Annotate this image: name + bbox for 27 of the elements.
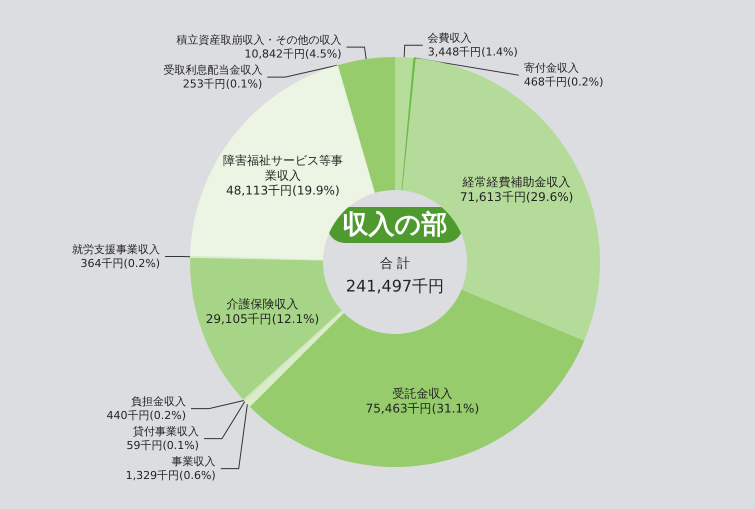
slice-label: 経常経費補助金収入	[462, 175, 571, 190]
data-label: 1,329千円(0.6%)	[126, 469, 216, 482]
slice-label: 事業収入	[172, 455, 216, 468]
slice-label: 会費収入	[428, 32, 472, 45]
slice-label: 就労支援事業収入	[72, 242, 160, 256]
slice-label: 貸付事業収入	[132, 425, 199, 438]
data-label: 48,113千円(19.9%)	[226, 184, 340, 198]
slice-label: 寄付金収入	[524, 62, 579, 75]
data-label: 75,463千円(31.1%)	[366, 401, 480, 416]
data-label: 364千円(0.2%)	[80, 256, 160, 270]
text: 241,497千円	[346, 276, 444, 296]
slice-label: 介護保険収入	[226, 297, 298, 312]
data-label: 71,613千円(29.6%)	[460, 190, 574, 204]
data-label: 10,842千円(4.5%)	[244, 48, 342, 61]
data-label: 468千円(0.2%)	[524, 76, 604, 89]
slice-label: 受託金収入	[392, 386, 452, 400]
slice-label: 負担金収入	[131, 395, 186, 408]
slice-label: 積立資産取崩収入・その他の収入	[176, 34, 342, 47]
data-label: 440千円(0.2%)	[106, 409, 186, 422]
text: 合 計	[380, 256, 410, 272]
slice-label: 障害福祉サービス等事業収入	[222, 154, 343, 183]
text: 収入の部	[342, 210, 448, 240]
slice-label: 受取利息配当金収入	[163, 64, 262, 77]
data-label: 253千円(0.1%)	[182, 78, 262, 91]
data-label: 3,448千円(1.4%)	[428, 46, 518, 59]
data-label: 59千円(0.1%)	[126, 439, 199, 452]
data-label: 29,105千円(12.1%)	[206, 312, 320, 326]
